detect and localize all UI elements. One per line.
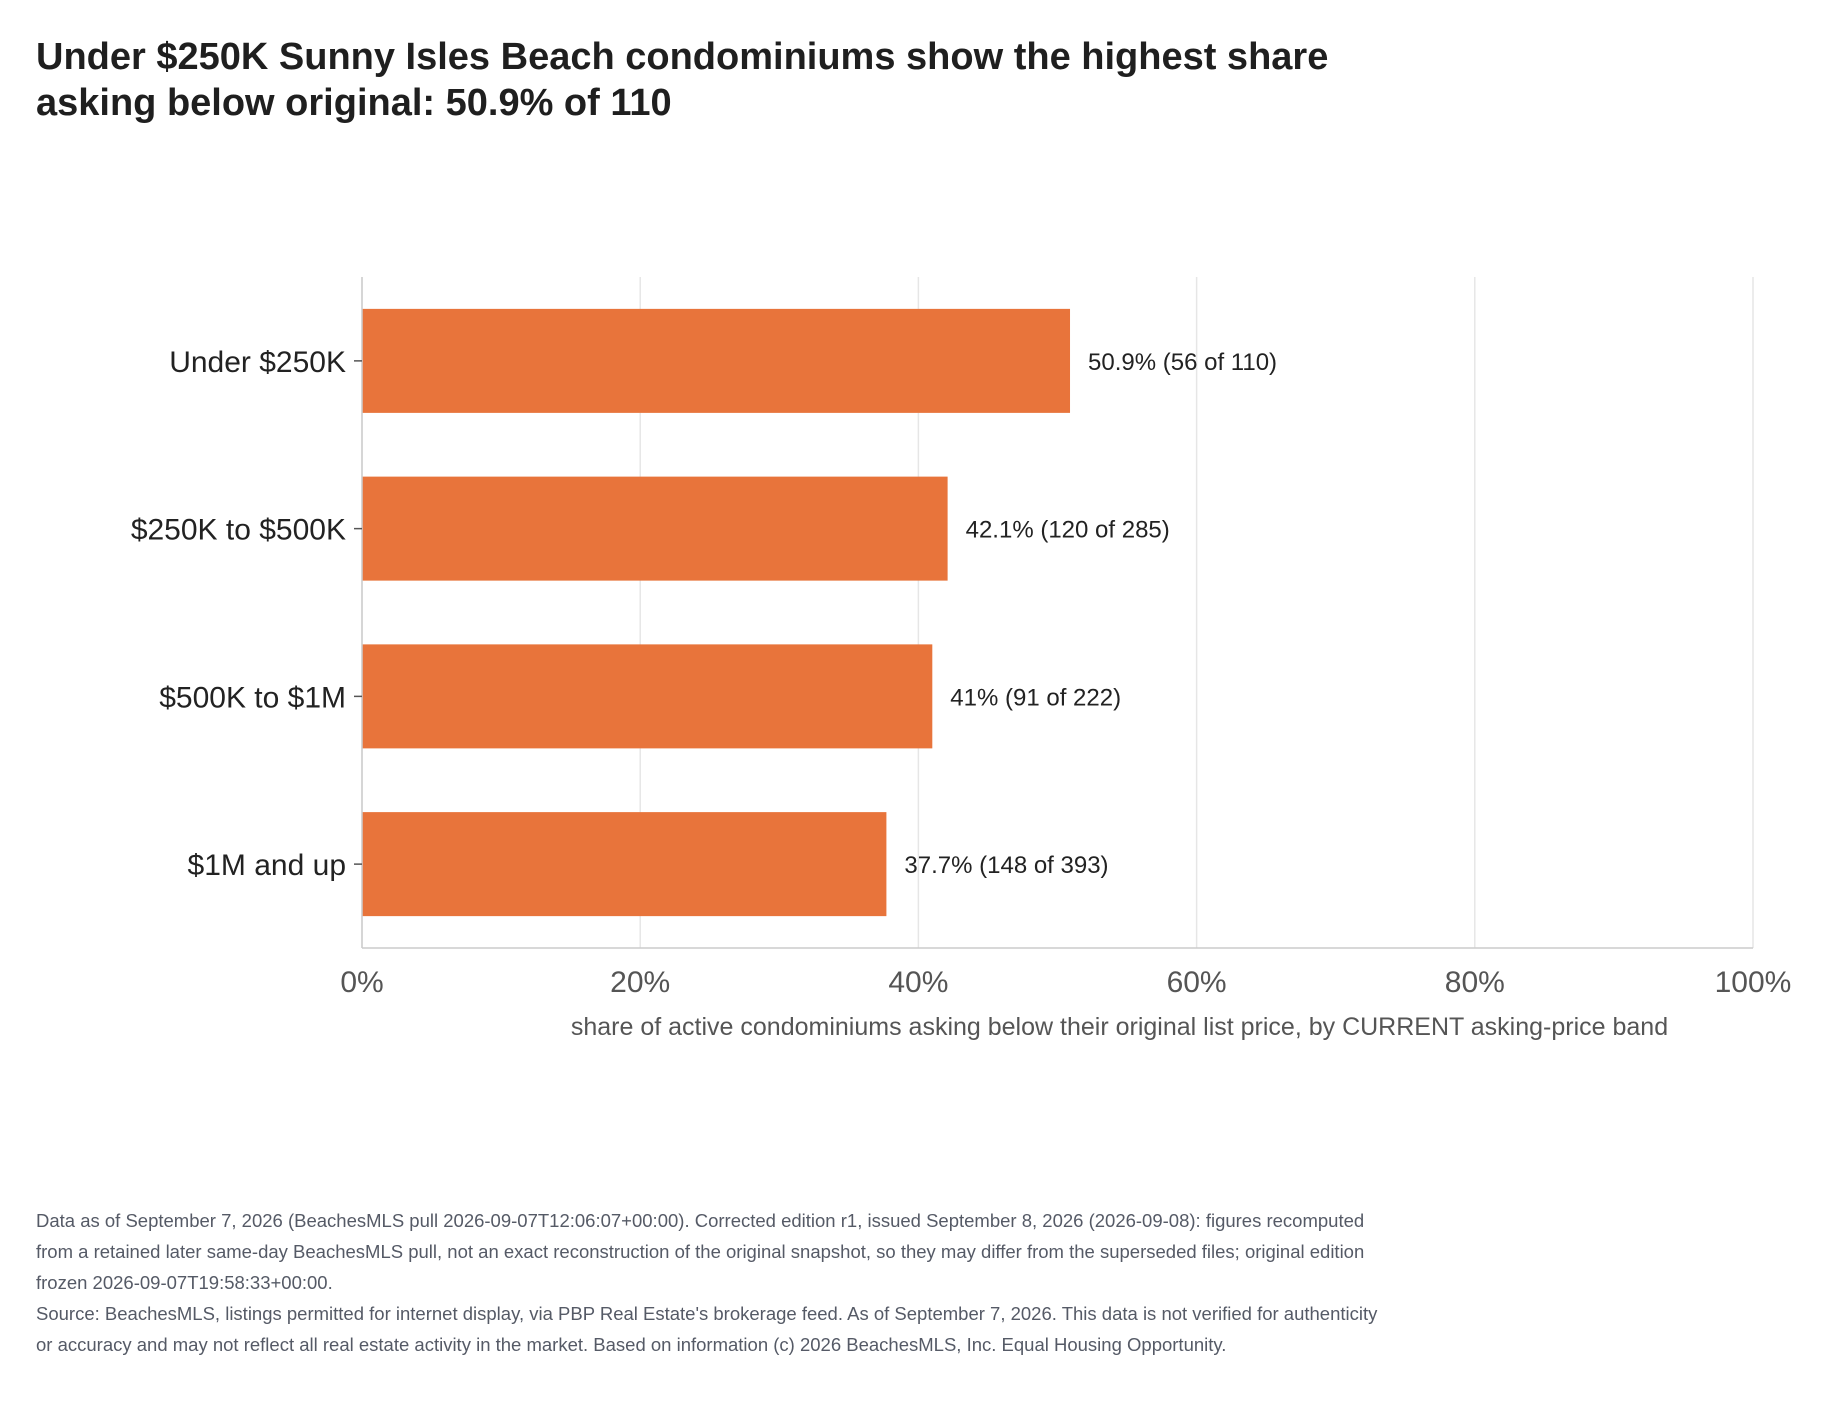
x-axis-title: share of active condominiums asking belo… <box>571 1013 1668 1041</box>
x-tick-label: 60% <box>1167 966 1227 999</box>
chart-title: Under $250K Sunny Isles Beach condominiu… <box>36 36 1329 124</box>
source-note: Source: BeachesMLS, listings permitted f… <box>36 1303 1378 1355</box>
bars <box>362 308 1071 917</box>
labels: Under $250K 50.9% (56 of 110) $250K to $50… <box>131 346 1668 1041</box>
data-label: 37.7% (148 of 393) <box>904 852 1108 879</box>
bar <box>362 308 1071 413</box>
bar-chart: 0% 20% 40% 60% 80% 100% Under $250K 50.9% (56 … <box>131 277 1791 1041</box>
bar <box>362 476 948 581</box>
x-tick-label: 40% <box>888 966 948 999</box>
category-label: Under $250K <box>169 346 346 379</box>
data-label: 41% (91 of 222) <box>950 684 1121 711</box>
footer-notes: Data as of September 7, 2026 (BeachesMLS… <box>36 1205 1396 1360</box>
x-tick-label: 0% <box>340 966 383 999</box>
x-tick-label: 100% <box>1715 966 1792 999</box>
data-label: 50.9% (56 of 110) <box>1088 349 1277 376</box>
bar <box>362 644 933 749</box>
category-label: $250K to $500K <box>131 514 346 547</box>
data-label: 42.1% (120 of 285) <box>966 517 1170 544</box>
category-label: $1M and up <box>188 849 346 882</box>
category-label: $500K to $1M <box>159 681 346 714</box>
bar <box>362 812 887 917</box>
axes: 0% 20% 40% 60% 80% 100% <box>340 277 1791 999</box>
data-note: Data as of September 7, 2026 (BeachesMLS… <box>36 1210 1365 1293</box>
x-tick-label: 80% <box>1445 966 1505 999</box>
x-tick-label: 20% <box>610 966 670 999</box>
